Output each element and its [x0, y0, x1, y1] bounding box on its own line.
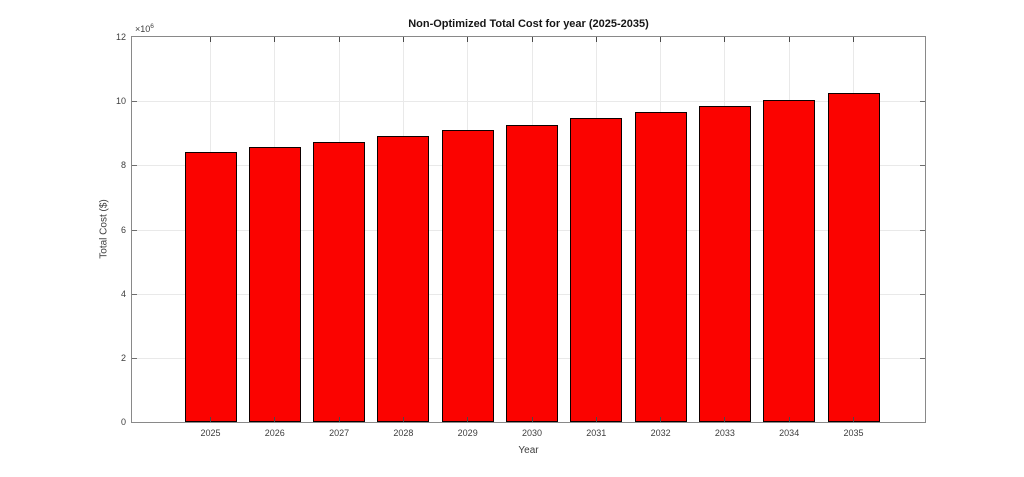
x-tick-label: 2030: [521, 428, 543, 438]
bar-2032: [634, 112, 687, 422]
x-tick-label: 2033: [714, 428, 735, 438]
x-tick-label: 2027: [329, 428, 350, 438]
bar-2034: [763, 100, 816, 422]
y-tick-mark-right: [920, 293, 925, 295]
bar-2028: [377, 136, 430, 422]
y-tick-label: 2: [120, 352, 126, 363]
x-tick-mark-top: [853, 37, 854, 42]
x-tick-mark-bottom: [724, 417, 726, 422]
y-tick-label: 6: [120, 224, 126, 235]
bar-2026: [248, 147, 301, 422]
h-gridline: [132, 101, 925, 103]
x-tick-mark-bottom: [210, 417, 211, 422]
chart-title: Non-Optimized Total Cost for year (2025-…: [408, 18, 649, 30]
y-tick-mark-right: [920, 101, 925, 103]
y-tick-label: 0: [120, 417, 126, 427]
y-tick-label: 10: [115, 96, 126, 107]
bar-2033: [698, 106, 751, 422]
x-tick-mark-top: [595, 37, 597, 42]
x-tick-label: 2029: [457, 428, 478, 438]
y-tick-label: 12: [115, 32, 126, 42]
x-axis-label: Year: [518, 445, 539, 456]
x-tick-mark-bottom: [853, 417, 854, 422]
x-tick-mark-bottom: [788, 417, 790, 422]
x-tick-mark-top: [660, 37, 662, 42]
y-axis-exponent-label: ×106: [135, 23, 154, 34]
y-tick-label: 4: [120, 288, 126, 299]
x-tick-mark-bottom: [531, 417, 533, 422]
x-tick-mark-top: [210, 37, 211, 42]
x-tick-mark-bottom: [467, 417, 469, 422]
bar-2031: [570, 118, 623, 422]
x-tick-label: 2028: [393, 428, 414, 438]
y-tick-mark-right: [920, 165, 925, 167]
x-tick-label: 2032: [650, 428, 671, 438]
y-tick-mark-right: [920, 357, 925, 359]
y-tick-mark-left: [132, 101, 137, 103]
x-tick-mark-top: [274, 37, 276, 42]
bar-2030: [506, 125, 558, 422]
x-tick-label: 2031: [586, 428, 607, 438]
bar-2029: [441, 130, 494, 422]
x-tick-mark-bottom: [402, 417, 404, 422]
y-tick-mark-left: [132, 165, 137, 167]
bar-2025: [184, 152, 237, 422]
x-tick-mark-top: [338, 37, 340, 42]
y-tick-label: 8: [120, 160, 126, 171]
y-tick-mark-left: [132, 357, 137, 359]
x-tick-mark-bottom: [595, 417, 597, 422]
x-tick-label: 2025: [200, 428, 221, 438]
x-tick-mark-bottom: [338, 417, 340, 422]
bar-2027: [313, 142, 366, 422]
x-tick-mark-top: [788, 37, 790, 42]
plot-area: [131, 36, 926, 423]
x-tick-label: 2034: [779, 428, 800, 438]
x-tick-label: 2026: [264, 428, 285, 438]
x-tick-mark-bottom: [660, 417, 662, 422]
x-tick-mark-top: [724, 37, 726, 42]
bar-2035: [827, 93, 880, 422]
x-tick-label: 2035: [843, 428, 864, 438]
x-tick-mark-bottom: [274, 417, 276, 422]
y-tick-mark-right: [920, 229, 925, 231]
x-tick-mark-top: [531, 37, 533, 42]
y-tick-mark-left: [132, 229, 137, 231]
y-tick-mark-left: [132, 293, 137, 295]
x-tick-mark-top: [402, 37, 404, 42]
x-tick-mark-top: [467, 37, 469, 42]
